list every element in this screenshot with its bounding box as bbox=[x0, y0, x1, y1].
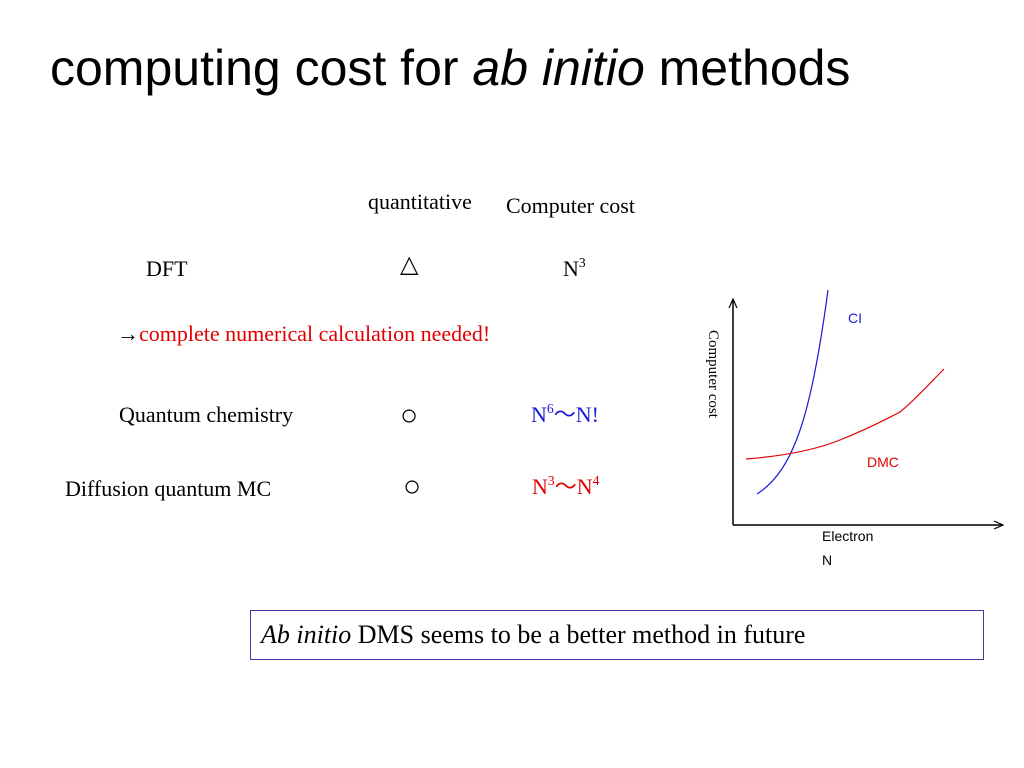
circle-symbol-2: ○ bbox=[403, 470, 422, 503]
header-quantitative: quantitative bbox=[368, 189, 472, 214]
method-diffusion-qmc: Diffusion quantum MC bbox=[65, 476, 272, 501]
cost-vs-electron-sketch: CI DMC Computer cost Electron N bbox=[705, 289, 1010, 568]
method-dft: DFT bbox=[146, 256, 188, 281]
triangle-symbol: △ bbox=[400, 252, 419, 278]
dmc-curve bbox=[745, 368, 945, 460]
ci-label: CI bbox=[848, 310, 862, 326]
x-axis-label-line2: N bbox=[822, 552, 832, 568]
slide-title: computing cost for ab initio methods bbox=[50, 40, 851, 96]
method-quantum-chemistry: Quantum chemistry bbox=[119, 402, 294, 427]
circle-symbol: ○ bbox=[400, 399, 419, 432]
ci-curve bbox=[756, 289, 829, 495]
y-axis-label: Computer cost bbox=[705, 330, 721, 419]
cost-quantum-chemistry: N6～N! bbox=[531, 401, 599, 427]
cost-dft: N3 bbox=[563, 255, 586, 281]
dmc-label: DMC bbox=[867, 454, 899, 470]
cost-diffusion-qmc: N3～N4 bbox=[532, 473, 600, 499]
conclusion-box: Ab initio DMS seems to be a better metho… bbox=[250, 610, 984, 660]
x-axis-label-line1: Electron bbox=[822, 528, 873, 544]
header-computer-cost: Computer cost bbox=[506, 193, 635, 218]
arrow-icon: → bbox=[117, 321, 139, 346]
note-line: →complete numerical calculation needed! bbox=[117, 321, 491, 346]
